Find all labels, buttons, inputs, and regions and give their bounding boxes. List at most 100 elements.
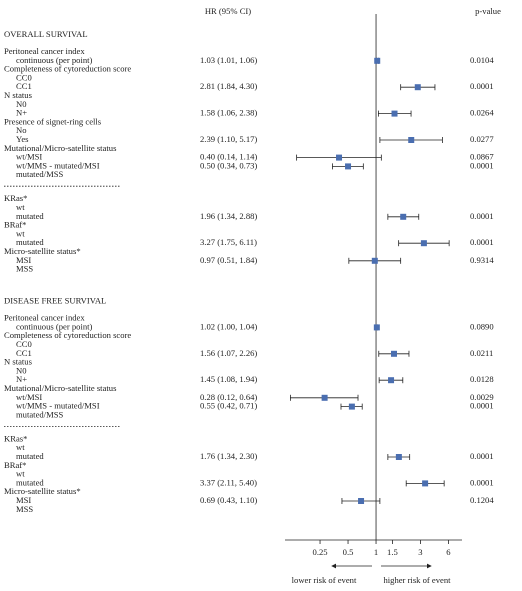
hr-marker <box>391 110 398 117</box>
row-label: MSI <box>16 255 31 265</box>
row-label: continuous (per point) <box>16 321 93 331</box>
p-value: 0.0104 <box>470 55 494 65</box>
group-label: KRas* <box>4 433 27 443</box>
p-value: 0.9314 <box>470 255 494 265</box>
hr-text: 1.96 (1.34, 2.88) <box>200 211 257 221</box>
lower-label: lower risk of event <box>292 575 357 585</box>
p-value: 0.0890 <box>470 321 494 331</box>
p-header: p-value <box>475 6 501 16</box>
higher-label: higher risk of event <box>383 575 451 585</box>
row-label: mutated/MSS <box>16 409 63 419</box>
hr-marker <box>414 84 421 91</box>
p-value: 0.0128 <box>470 374 494 384</box>
row-label: CC1 <box>16 81 32 91</box>
row-label: CC1 <box>16 348 32 358</box>
row-label: wt <box>16 469 25 479</box>
hr-marker <box>348 403 355 410</box>
hr-marker <box>371 257 378 264</box>
p-value: 0.0001 <box>470 451 494 461</box>
p-value: 0.0001 <box>470 81 494 91</box>
hr-marker <box>408 137 415 143</box>
row-label: N+ <box>16 374 27 384</box>
hr-marker <box>321 394 328 401</box>
hr-marker <box>420 240 427 247</box>
hr-text: 2.39 (1.10, 5.17) <box>200 134 257 144</box>
hr-text: 1.03 (1.01, 1.06) <box>200 55 257 65</box>
x-tick-label: 3 <box>418 547 422 557</box>
group-label: Peritoneal cancer index <box>4 313 85 323</box>
group-label: Presence of signet-ring cells <box>4 116 102 126</box>
hr-text: 2.81 (1.84, 4.30) <box>200 81 257 91</box>
group-label: Completeness of cytoreduction score <box>4 330 131 340</box>
p-value: 0.0001 <box>470 160 494 170</box>
group-label: Mutational/Micro-satellite status <box>4 143 117 153</box>
hr-text: 3.27 (1.75, 6.11) <box>200 237 257 247</box>
x-tick-label: 1 <box>374 547 378 557</box>
row-label: mutated <box>16 451 44 461</box>
p-value: 0.0001 <box>470 237 494 247</box>
hr-header: HR (95% CI) <box>205 6 251 16</box>
hr-text: 0.69 (0.43, 1.10) <box>200 495 257 505</box>
hr-marker <box>345 163 352 170</box>
section-title: DISEASE FREE SURVIVAL <box>4 296 106 306</box>
row-label: N0 <box>16 99 27 109</box>
p-value: 0.0001 <box>470 401 494 411</box>
hr-text: 1.56 (1.07, 2.26) <box>200 348 257 358</box>
row-label: wt <box>16 228 25 238</box>
row-label: wt/MMS - mutated/MSI <box>16 160 100 170</box>
hr-text: 1.45 (1.08, 1.94) <box>200 374 257 384</box>
group-label: Micro-satellite status* <box>4 486 81 496</box>
hr-text: 1.76 (1.34, 2.30) <box>200 451 257 461</box>
row-label: N0 <box>16 365 27 375</box>
p-value: 0.0211 <box>470 348 493 358</box>
group-label: BRaf* <box>4 220 26 230</box>
hr-marker <box>422 480 429 487</box>
row-label: mutated <box>16 477 44 487</box>
row-label: N+ <box>16 108 27 118</box>
group-label: Micro-satellite status* <box>4 246 81 256</box>
row-label: MSI <box>16 495 31 505</box>
hr-text: 0.28 (0.12, 0.64) <box>200 392 257 402</box>
row-label: CC0 <box>16 72 32 82</box>
group-label: BRaf* <box>4 460 26 470</box>
p-value: 0.0001 <box>470 211 494 221</box>
hr-marker <box>388 377 395 384</box>
row-label: Yes <box>16 134 29 144</box>
hr-marker <box>336 154 343 161</box>
hr-marker <box>374 57 381 64</box>
group-label: Completeness of cytoreduction score <box>4 64 131 74</box>
row-label: mutated <box>16 211 44 221</box>
group-label: KRas* <box>4 193 27 203</box>
p-value: 0.0277 <box>470 134 494 144</box>
section-title: OVERALL SURVIVAL <box>4 29 88 39</box>
hr-marker <box>395 454 402 460</box>
row-label: CC0 <box>16 339 32 349</box>
p-value: 0.0867 <box>470 152 494 162</box>
hr-marker <box>373 324 380 331</box>
hr-text: 0.55 (0.42, 0.71) <box>200 401 257 411</box>
hr-marker <box>390 350 397 357</box>
hr-text: 1.58 (1.06, 2.38) <box>200 108 257 118</box>
row-label: mutated <box>16 237 44 247</box>
group-label: Mutational/Micro-satellite status <box>4 383 117 393</box>
hr-text: 1.02 (1.00, 1.04) <box>200 321 257 331</box>
p-value: 0.1204 <box>470 495 494 505</box>
hr-text: 3.37 (2.11, 5.40) <box>200 477 257 487</box>
group-label: Peritoneal cancer index <box>4 46 85 56</box>
row-label: wt <box>16 202 25 212</box>
x-tick-label: 0.5 <box>343 547 354 557</box>
row-label: No <box>16 125 27 135</box>
row-label: MSS <box>16 264 33 274</box>
x-tick-label: 6 <box>446 547 451 557</box>
row-label: wt <box>16 442 25 452</box>
hr-marker <box>358 498 365 504</box>
row-label: mutated/MSS <box>16 169 63 179</box>
row-label: MSS <box>16 504 33 514</box>
group-label: N status <box>4 90 33 100</box>
hr-text: 0.40 (0.14, 1.14) <box>200 152 257 162</box>
p-value: 0.0264 <box>470 108 494 118</box>
p-value: 0.0029 <box>470 392 494 402</box>
x-tick-label: 1.5 <box>387 547 398 557</box>
group-label: N status <box>4 357 33 367</box>
